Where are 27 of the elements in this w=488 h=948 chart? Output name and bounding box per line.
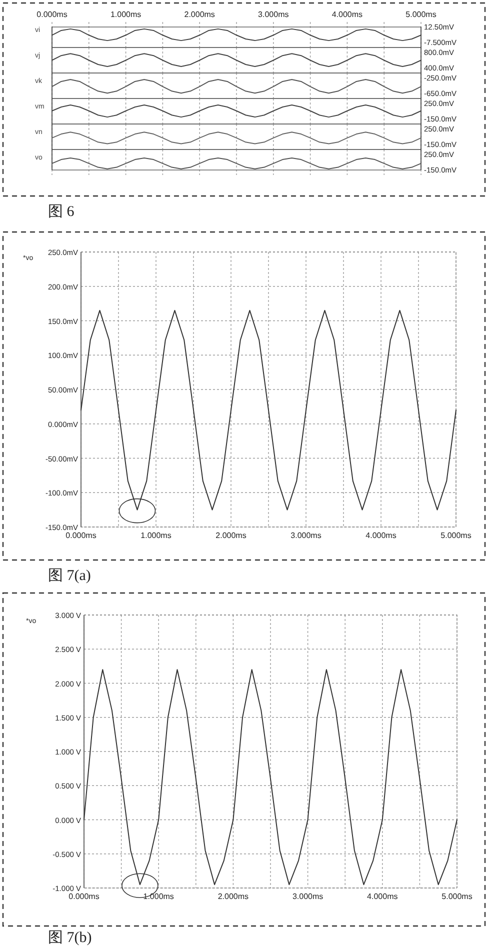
x-tick-label: 4.000ms <box>367 892 398 901</box>
x-tick-label: 1.000ms <box>143 892 174 901</box>
line-series <box>52 104 422 118</box>
x-tick-label: 2.000ms <box>184 10 215 19</box>
x-tick-label: 2.000ms <box>218 892 249 901</box>
x-tick-label: 1.000ms <box>140 531 172 540</box>
caption: 图 7(b) <box>48 930 92 946</box>
line-series <box>52 28 422 42</box>
caption: 图 6 <box>48 204 75 220</box>
x-tick-label: 2.000ms <box>216 531 246 540</box>
x-tick-label: 4.000ms <box>332 10 363 19</box>
x-tick-label: 0.000ms <box>66 531 96 540</box>
line-series <box>52 157 422 170</box>
x-tick-label: 3.000ms <box>290 531 322 540</box>
x-tick-label: 3.000ms <box>292 892 324 901</box>
line-series <box>52 53 422 67</box>
line-series <box>52 132 422 144</box>
x-tick-label: 0.000ms <box>36 10 68 19</box>
caption: 图 7(a) <box>48 568 91 584</box>
line-series <box>52 79 422 94</box>
x-tick-label: 3.000ms <box>258 10 289 19</box>
x-tick-label: 4.000ms <box>366 531 396 540</box>
x-tick-label: 1.000ms <box>110 10 142 19</box>
x-tick-label: 5.000ms <box>440 531 472 540</box>
x-tick-label: 5.000ms <box>406 10 436 19</box>
x-tick-label: 0.000ms <box>68 892 100 901</box>
x-tick-label: 5.000ms <box>442 892 472 901</box>
